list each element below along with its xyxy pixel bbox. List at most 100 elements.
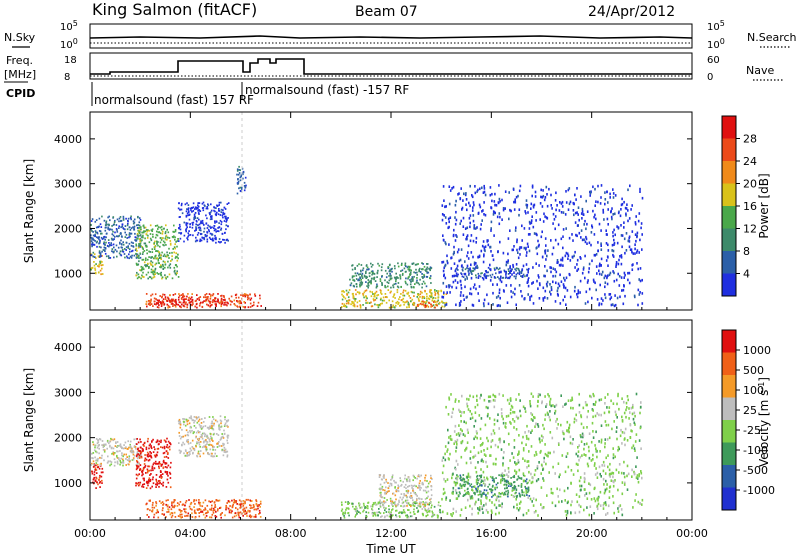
data-cell — [90, 236, 92, 239]
data-cell — [442, 464, 445, 468]
data-cell — [448, 398, 451, 401]
data-cell — [544, 215, 546, 218]
data-cell — [612, 253, 614, 257]
data-cell — [217, 240, 220, 243]
data-cell — [527, 293, 529, 296]
data-cell — [466, 405, 469, 408]
data-cell — [161, 463, 164, 466]
data-cell — [550, 239, 552, 242]
data-cell — [430, 296, 432, 298]
data-cell — [140, 452, 142, 455]
data-cell — [501, 218, 503, 221]
data-cell — [445, 405, 447, 409]
data-cell — [395, 272, 397, 275]
data-cell — [363, 504, 365, 507]
data-cell — [204, 417, 206, 419]
data-cell — [517, 194, 519, 198]
colorbar-swatch — [722, 206, 736, 229]
data-cell — [458, 259, 460, 263]
data-cell — [414, 501, 416, 503]
data-cell — [259, 297, 261, 300]
data-cell — [406, 499, 409, 502]
data-cell — [507, 493, 509, 496]
data-cell — [518, 269, 520, 272]
data-cell — [513, 275, 516, 278]
data-cell — [507, 268, 510, 271]
data-cell — [388, 511, 390, 513]
data-cell — [578, 218, 580, 222]
data-cell — [563, 286, 565, 289]
data-cell — [514, 469, 516, 473]
data-cell — [404, 262, 407, 265]
data-cell — [162, 502, 165, 505]
data-cell — [206, 512, 208, 514]
data-cell — [459, 483, 462, 486]
data-cell — [192, 432, 195, 435]
data-cell — [124, 231, 126, 234]
data-cell — [620, 234, 623, 237]
data-cell — [470, 263, 472, 267]
data-cell — [448, 396, 450, 400]
data-cell — [422, 514, 424, 517]
data-cell — [412, 489, 414, 492]
data-cell — [612, 255, 615, 258]
data-cell — [118, 225, 120, 228]
data-cell — [484, 193, 487, 197]
data-cell — [395, 509, 397, 512]
data-cell — [143, 242, 146, 245]
data-cell — [233, 299, 236, 302]
data-cell — [390, 512, 392, 515]
data-cell — [168, 257, 170, 259]
data-cell — [514, 200, 517, 204]
data-cell — [159, 272, 162, 275]
data-cell — [109, 440, 111, 443]
data-cell — [515, 267, 518, 270]
data-cell — [136, 454, 138, 457]
data-cell — [149, 454, 152, 457]
data-cell — [215, 241, 217, 244]
data-cell — [191, 223, 194, 226]
data-cell — [522, 264, 525, 268]
data-cell — [253, 508, 256, 511]
data-cell — [163, 253, 166, 256]
data-cell — [422, 280, 425, 283]
data-cell — [359, 277, 362, 279]
data-cell — [169, 263, 172, 266]
data-cell — [604, 442, 606, 445]
data-cell — [439, 511, 442, 514]
data-cell — [143, 463, 146, 465]
data-cell — [449, 216, 452, 219]
data-cell — [522, 273, 525, 276]
data-cell — [538, 297, 541, 300]
data-cell — [507, 252, 509, 256]
data-cell — [612, 231, 614, 234]
data-cell — [217, 293, 219, 295]
data-cell — [152, 451, 155, 453]
data-cell — [108, 223, 110, 226]
data-cell — [541, 230, 543, 234]
data-cell — [639, 238, 641, 242]
data-cell — [374, 512, 376, 514]
data-cell — [133, 454, 136, 457]
data-cell — [198, 209, 200, 212]
data-cell — [499, 492, 502, 495]
data-cell — [496, 419, 499, 423]
data-cell — [482, 277, 485, 281]
data-cell — [455, 218, 458, 222]
data-cell — [479, 483, 481, 485]
data-cell — [148, 256, 150, 258]
data-cell — [194, 503, 196, 505]
data-cell — [105, 232, 108, 235]
data-cell — [249, 299, 252, 301]
data-cell — [172, 305, 174, 307]
data-cell — [388, 279, 391, 282]
data-cell — [491, 479, 494, 482]
data-cell — [146, 305, 148, 308]
data-cell — [181, 436, 183, 438]
data-cell — [620, 254, 623, 257]
data-cell — [218, 441, 220, 443]
data-cell — [599, 283, 601, 287]
data-cell — [183, 508, 185, 511]
data-cell — [109, 445, 111, 448]
data-cell — [375, 286, 378, 289]
